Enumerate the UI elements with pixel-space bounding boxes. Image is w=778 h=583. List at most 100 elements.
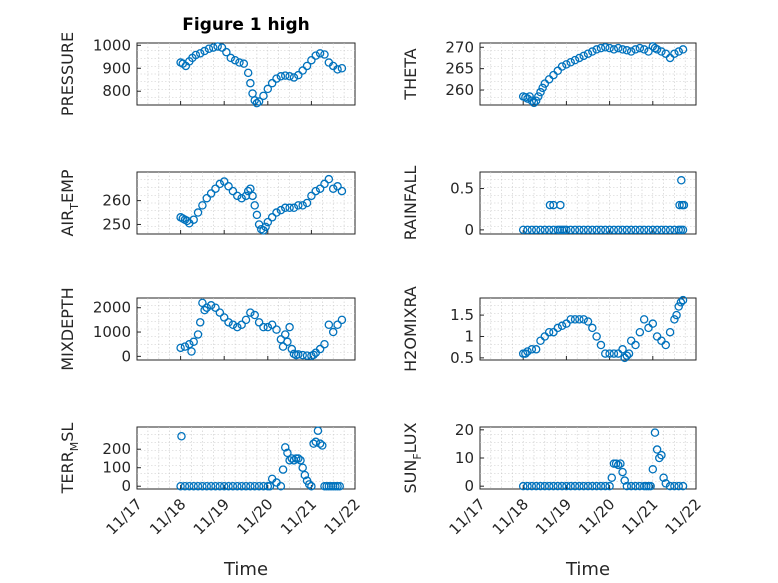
subplot-pressure: 800 900 1000 PRESSURE (58, 32, 356, 116)
data-point (294, 201, 303, 210)
data-point (540, 332, 550, 341)
data-point (657, 450, 666, 460)
data-point (540, 225, 550, 235)
data-point (679, 200, 689, 210)
data-point (276, 72, 286, 81)
data-point (616, 459, 625, 468)
data-point (337, 64, 347, 73)
data-point (180, 342, 190, 351)
data-point (298, 66, 307, 75)
y-tick-label: 900 (102, 59, 131, 77)
data-point (294, 350, 303, 359)
data-point (300, 470, 310, 480)
data-point (665, 225, 675, 235)
data-point (224, 318, 233, 327)
data-point (562, 60, 571, 69)
data-point (575, 225, 584, 235)
data-point (570, 55, 580, 65)
data-point (252, 98, 262, 108)
data-point (648, 319, 658, 328)
data-point (263, 322, 273, 332)
data-point (674, 302, 683, 311)
y-tick-label: 265 (445, 60, 474, 78)
data-point (318, 441, 327, 450)
data-point (626, 481, 636, 491)
data-point (605, 225, 614, 235)
data-point (267, 78, 277, 88)
data-point (206, 481, 216, 491)
data-point (605, 43, 614, 53)
data-point (254, 318, 264, 327)
data-point (618, 467, 627, 477)
data-point (670, 481, 679, 491)
data-point (206, 189, 216, 198)
data-point (650, 428, 660, 437)
data-point (185, 339, 194, 349)
data-point (549, 327, 558, 337)
data-point (544, 327, 554, 337)
data-point (601, 481, 610, 491)
y-axis-label: MIXDEPTH (58, 287, 77, 370)
y-axis-label: SUNFLUX (401, 422, 424, 493)
data-point (193, 330, 203, 339)
data-point (657, 336, 666, 346)
data-point (549, 481, 558, 491)
data-point (302, 198, 312, 208)
data-point (261, 222, 270, 232)
data-point (289, 456, 299, 465)
y-tick-label: 200 (102, 440, 131, 458)
data-point (566, 225, 575, 235)
data-point (583, 49, 593, 58)
data-point (518, 481, 528, 491)
data-point (609, 225, 619, 235)
data-point (176, 343, 185, 353)
data-point (206, 301, 216, 310)
data-point (215, 481, 225, 491)
data-point (659, 473, 668, 482)
data-point (557, 62, 567, 71)
subplot-theta: 260 265 270 THETA (401, 38, 697, 108)
data-point (298, 350, 307, 360)
data-point (529, 98, 539, 108)
data-point (525, 92, 534, 101)
data-point (631, 340, 640, 350)
x-axis-label: Time (223, 559, 268, 580)
data-point (333, 320, 342, 329)
data-point (237, 320, 246, 329)
data-point (652, 445, 662, 454)
data-point (626, 225, 636, 235)
data-point (618, 345, 627, 354)
data-point (527, 96, 537, 105)
data-point (187, 347, 196, 356)
data-point (200, 46, 209, 56)
data-point (566, 481, 575, 491)
data-point (661, 49, 671, 58)
data-point (307, 481, 316, 491)
y-tick-label: 1.5 (450, 306, 474, 324)
data-point (657, 225, 666, 235)
data-point (575, 481, 584, 491)
data-point (635, 43, 645, 53)
data-point (626, 47, 636, 56)
data-point (246, 308, 255, 317)
y-tick-label: 260 (102, 192, 131, 210)
data-point (678, 295, 688, 305)
data-point (289, 203, 299, 213)
data-point (622, 46, 632, 55)
data-point (198, 481, 207, 491)
data-point (605, 349, 614, 358)
data-point (311, 186, 321, 196)
data-point (280, 443, 290, 452)
data-point (283, 337, 292, 347)
data-point (237, 481, 246, 491)
subplot-rainfall: 0 0.5 RAINFALL (401, 166, 697, 240)
data-point (553, 66, 563, 76)
data-point (294, 70, 303, 80)
data-point (283, 448, 292, 458)
data-point (523, 94, 532, 103)
data-point (237, 193, 246, 203)
data-point (521, 349, 530, 358)
y-axis-label: THETA (401, 48, 420, 100)
y-tick-label: 10 (455, 449, 474, 467)
